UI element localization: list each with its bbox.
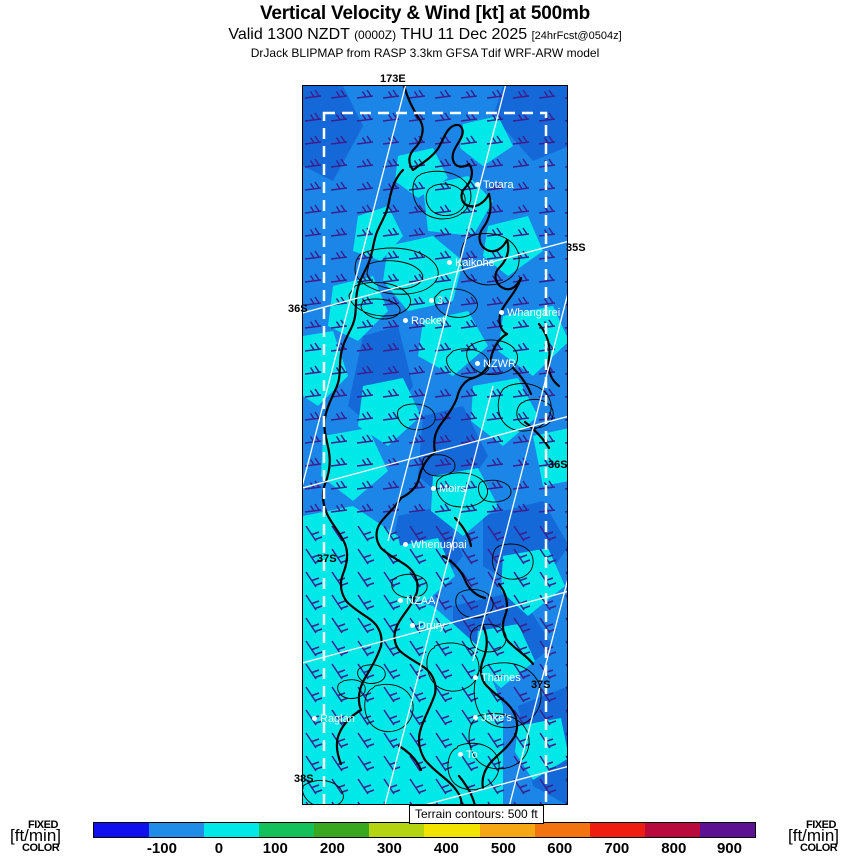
colorbar-tick: 100 [262,840,288,857]
grid-label-lon: 173E [380,73,406,85]
colorbar-swatch [424,823,480,837]
colorbar-swatch [369,823,425,837]
colorbar-gradient[interactable] [93,822,756,838]
colorbar-color-text: COLOR [800,842,838,854]
terrain-contour-note: Terrain contours: 500 ft [409,805,544,824]
chart-header: Vertical Velocity & Wind [kt] at 500mb V… [0,0,850,61]
colorbar-swatch [259,823,315,837]
map-canvas [303,86,567,804]
model-source-line: DrJack BLIPMAP from RASP 3.3km GFSA Tdif… [250,46,600,60]
colorbar-swatch [204,823,260,837]
grid-label-lat: 35S [566,242,586,254]
colorbar-tick: 600 [547,840,573,857]
colorbar-tick: 0 [214,840,224,857]
colorbar-swatch [589,823,645,837]
page-title: Vertical Velocity & Wind [kt] at 500mb [259,3,591,24]
colorbar-tick: 400 [433,840,459,857]
colorbar-tick: -100 [146,840,177,857]
colorbar-swatch [479,823,535,837]
colorbar-tick: 800 [661,840,687,857]
colorbar-fixed-text: FIXED [806,819,836,831]
colorbar-units-text: [ft/min] [10,826,62,845]
colorbar-fixed-text: FIXED [28,819,58,831]
valid-utc: (0000Z) [354,28,397,42]
valid-time-line: Valid 1300 NZDT (0000Z) THU 11 Dec 2025 … [0,25,850,46]
colorbar-tick: 500 [490,840,516,857]
colorbar-swatch [94,823,150,837]
colorbar-tick: 700 [604,840,630,857]
colorbar-swatch [314,823,370,837]
forecast-tag: [24hrFcst@0504z] [531,30,622,42]
colorbar-tick: 900 [716,840,742,857]
valid-date: THU 11 Dec 2025 [400,26,528,43]
colorbar-left-label: FIXED [ft/min] COLOR [6,819,86,860]
colorbar-ticks: -100 0 100 200 300 400 500 600 700 800 9… [93,840,756,860]
colorbar-swatch [644,823,700,837]
colorbar-color-text: COLOR [22,842,60,854]
colorbar-legend: FIXED [ft/min] COLOR -100 0 100 200 300 … [0,819,850,860]
colorbar-tick: 300 [376,840,402,857]
colorbar-swatch [149,823,205,837]
colorbar-right-label: FIXED [ft/min] COLOR [784,819,850,860]
colorbar-swatch [534,823,590,837]
colorbar-tick: 200 [319,840,345,857]
colorbar-swatch [699,823,755,837]
valid-prefix: Valid 1300 NZDT [228,26,350,43]
colorbar-units-text: [ft/min] [788,826,840,845]
forecast-map[interactable]: Totara Kaikohe 3 Rocket Whangarei NZWR M… [302,85,568,805]
